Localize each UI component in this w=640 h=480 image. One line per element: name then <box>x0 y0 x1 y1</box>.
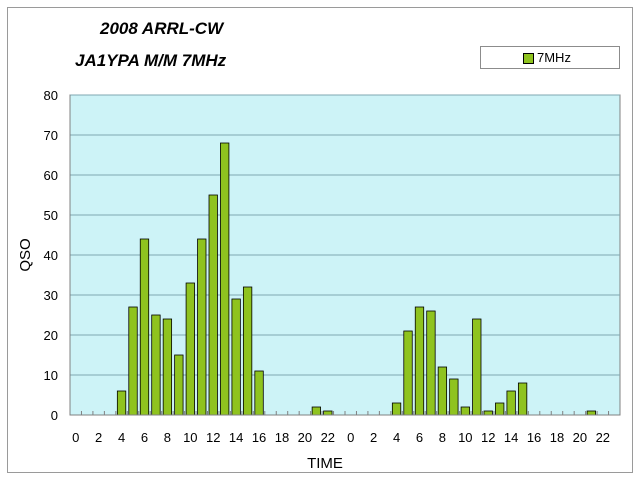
x-tick-label: 2 <box>95 430 102 445</box>
bar <box>414 306 425 416</box>
y-axis-label: QSO <box>17 238 34 271</box>
y-tick-label: 0 <box>51 408 58 423</box>
bar <box>242 286 253 416</box>
bar <box>437 366 448 416</box>
x-axis-label: TIME <box>307 455 343 472</box>
bar <box>208 194 218 416</box>
x-tick-label: 0 <box>347 430 354 445</box>
bar <box>495 402 505 416</box>
x-tick-label: 14 <box>229 430 243 445</box>
bar <box>483 410 493 416</box>
x-tick-label: 20 <box>298 430 312 445</box>
x-tick-label: 12 <box>481 430 495 445</box>
bar <box>391 402 402 416</box>
x-tick-label: 10 <box>458 430 472 445</box>
y-tick-label: 80 <box>44 88 58 103</box>
bar <box>185 282 195 416</box>
gridlines <box>70 94 620 376</box>
bar <box>174 354 184 416</box>
bar <box>151 314 161 416</box>
x-tick-label: 16 <box>252 430 266 445</box>
bar <box>311 406 321 416</box>
bar <box>506 390 516 416</box>
bar <box>139 238 150 416</box>
chart-title: 2008 ARRL-CW <box>100 19 224 38</box>
x-tick-label: 2 <box>370 430 377 445</box>
x-tick-label: 4 <box>118 430 125 445</box>
y-tick-label: 20 <box>44 328 58 343</box>
x-tick-label: 0 <box>72 430 79 445</box>
x-tick-label: 6 <box>141 430 148 445</box>
bar <box>449 378 459 416</box>
bar <box>460 406 470 416</box>
bar <box>403 330 413 416</box>
bar <box>254 370 264 416</box>
y-tick-label: 10 <box>44 368 58 383</box>
y-tick-label: 70 <box>44 128 58 143</box>
x-tick-label: 16 <box>527 430 541 445</box>
x-tick-label: 10 <box>183 430 197 445</box>
bar <box>472 318 482 416</box>
x-tick-label: 6 <box>416 430 423 445</box>
x-tick-label: 18 <box>275 430 289 445</box>
y-tick-label: 30 <box>44 288 58 303</box>
x-tick-label: 4 <box>393 430 400 445</box>
legend-swatch <box>523 53 534 64</box>
bar <box>323 410 333 416</box>
chart-subtitle: JA1YPA M/M 7MHz <box>75 51 227 70</box>
x-tick-label: 8 <box>439 430 446 445</box>
x-tick-marks <box>69 411 621 415</box>
bar <box>231 298 241 416</box>
x-tick-label: 14 <box>504 430 518 445</box>
bar <box>426 310 436 416</box>
x-tick-label: 8 <box>164 430 171 445</box>
bar <box>220 142 230 416</box>
bar <box>197 238 207 416</box>
x-tick-label: 20 <box>573 430 587 445</box>
y-tick-label: 40 <box>44 248 58 263</box>
y-tick-label: 60 <box>44 168 58 183</box>
legend-label: 7MHz <box>537 50 571 65</box>
chart-legend: 7MHz <box>480 46 620 69</box>
bar <box>128 306 138 416</box>
y-tick-labels: 0 10 20 30 40 50 60 70 80 <box>44 88 58 423</box>
x-tick-labels: 0 2 4 6 8 10 12 14 16 18 20 22 0 2 4 6 8 10 12 14 16 18 20 22 <box>72 430 610 445</box>
bar <box>586 410 596 416</box>
x-tick-label: 22 <box>321 430 335 445</box>
y-tick-label: 50 <box>44 208 58 223</box>
x-tick-label: 22 <box>596 430 610 445</box>
bar <box>116 390 127 416</box>
x-tick-label: 18 <box>550 430 564 445</box>
bar <box>517 382 528 416</box>
x-tick-label: 12 <box>206 430 220 445</box>
bar <box>162 318 173 416</box>
